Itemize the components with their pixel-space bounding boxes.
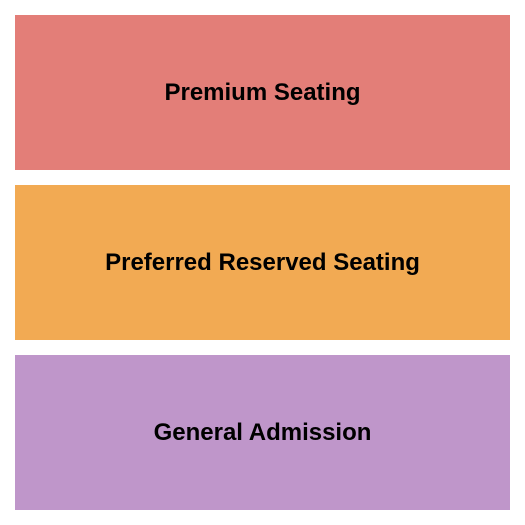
seating-section-label: Preferred Reserved Seating bbox=[105, 249, 420, 277]
seating-section-label: General Admission bbox=[154, 419, 372, 447]
seating-section-label: Premium Seating bbox=[164, 79, 360, 107]
seating-section-general[interactable]: General Admission bbox=[15, 355, 510, 510]
seating-section-preferred[interactable]: Preferred Reserved Seating bbox=[15, 185, 510, 340]
seating-section-premium[interactable]: Premium Seating bbox=[15, 15, 510, 170]
